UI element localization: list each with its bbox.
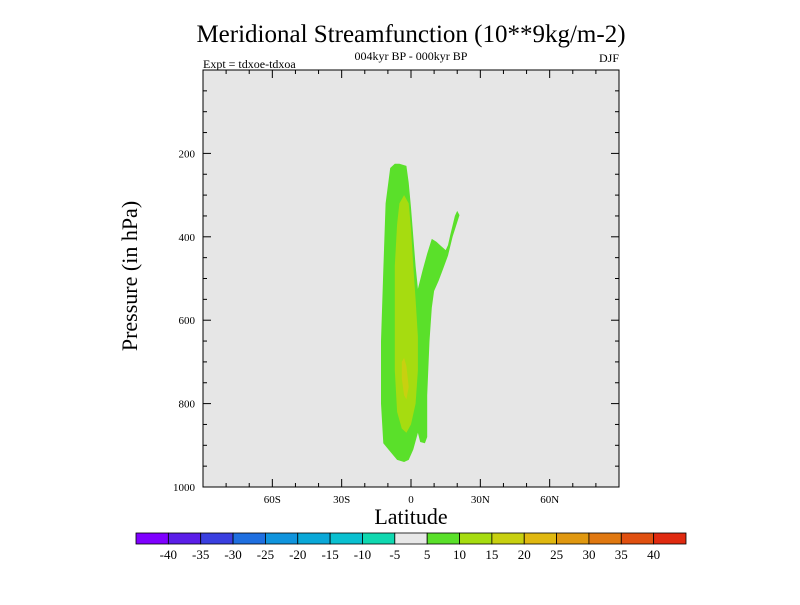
colorbar-label-2: -30 [224,547,241,562]
colorbar-swatch-1 [167,532,202,545]
colorbar-swatch-5 [297,532,331,545]
colorbar-swatch-14 [588,532,622,545]
x-axis-label: Latitude [374,504,447,529]
colorbar-label-0: -40 [160,547,177,562]
contour-regions [381,163,460,463]
colorbar-label-11: 20 [518,547,531,562]
colorbar-swatch-0 [135,532,169,545]
colorbar-label-9: 10 [453,547,466,562]
colorbar-label-1: -35 [192,547,209,562]
x-tick-label-3: 30N [471,494,490,506]
colorbar-swatch-6 [329,532,363,545]
colorbar-swatch-4 [265,532,299,545]
x-tick-label-0: 60S [264,494,281,506]
colorbar-label-12: 25 [550,547,563,562]
chart-subtitle: 004kyr BP - 000kyr BP [355,49,468,63]
colorbar-label-15: 40 [647,547,660,562]
contour-region-1-0 [394,195,418,433]
experiment-label: Expt = tdxoe-tdxoa [203,57,296,71]
colorbar-swatch-12 [523,532,557,545]
plot-frame [202,69,620,488]
chart-title: Meridional Streamfunction (10**9kg/m-2) [196,21,625,48]
colorbar-label-4: -20 [289,547,306,562]
colorbar-swatch-13 [556,532,590,545]
y-tick-label-2: 600 [179,315,196,327]
y-tick-label-1: 400 [179,232,196,244]
colorbar-label-5: -15 [321,547,338,562]
colorbar: -40 -35 -30 -25 -20 -15 -10 -5 5 10 15 20 25 30 35 40 [135,532,687,562]
y-tick-label-0: 200 [179,148,196,160]
colorbar-swatch-2 [200,532,234,545]
colorbar-label-14: 35 [615,547,628,562]
contour-region-2-0 [401,357,409,400]
y-tick-label-4: 1000 [173,482,196,494]
colorbar-label-6: -10 [354,547,371,562]
x-tick-label-2: 0 [408,494,414,506]
colorbar-swatch-7 [362,532,396,545]
y-tick-label-3: 800 [179,399,196,411]
colorbar-swatch-8 [394,532,428,545]
x-tick-label-1: 30S [333,494,350,506]
colorbar-swatch-15 [620,532,655,545]
colorbar-swatch-16 [653,532,687,545]
x-tick-label-4: 60N [540,494,559,506]
colorbar-label-13: 30 [582,547,595,562]
season-label: DJF [599,51,619,65]
colorbar-swatch-11 [491,532,525,545]
axis-ticks: 60S 30S 0 30N 60N 200 400 600 800 1000 [173,70,619,506]
colorbar-label-10: 15 [485,547,498,562]
colorbar-label-7: -5 [389,547,400,562]
y-axis-label: Pressure (in hPa) [117,201,142,351]
colorbar-label-3: -25 [257,547,274,562]
colorbar-swatch-9 [426,532,460,545]
colorbar-label-8: 5 [424,547,431,562]
colorbar-swatch-10 [459,532,493,545]
colorbar-swatch-3 [232,532,266,545]
